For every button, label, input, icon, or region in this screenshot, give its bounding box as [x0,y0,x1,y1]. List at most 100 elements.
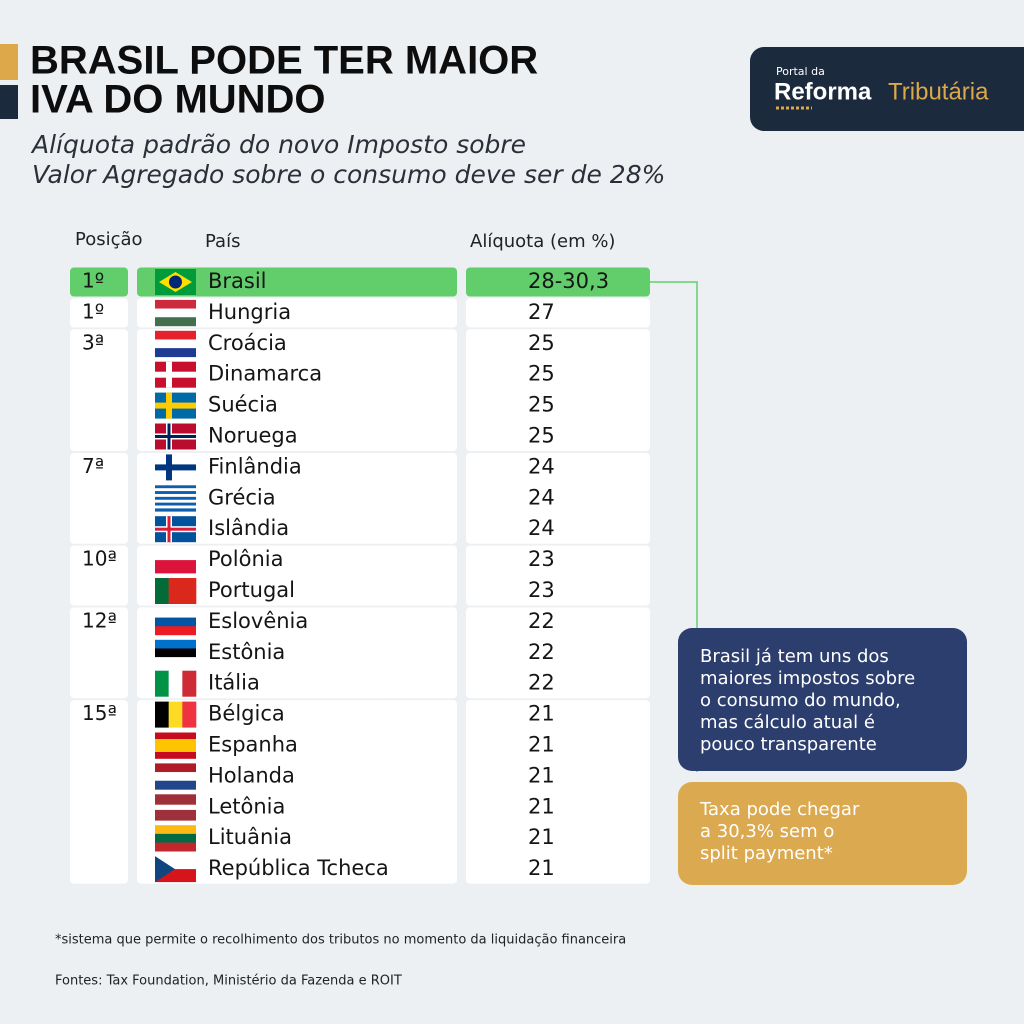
flag-circle [169,275,182,289]
country-cell [137,267,457,297]
flag-stripe [155,317,196,327]
flag-stripe [155,745,196,753]
position-cell [70,700,128,884]
rate: 22 [528,640,555,664]
flag-stripe [155,739,196,746]
accent-gold [0,44,18,80]
rate: 22 [528,671,555,695]
country-cell [137,329,457,451]
position-cell [70,452,128,544]
country: Islândia [208,516,289,540]
rate: 21 [528,794,555,818]
flag [155,269,196,295]
position: 7ª [82,454,104,478]
subtitle-line: Alíquota padrão do novo Imposto sobre [30,130,526,159]
flag [155,361,196,388]
flag [155,454,196,481]
country: Bélgica [208,702,285,726]
country: Suécia [208,393,278,417]
country-cell [137,700,457,884]
flag [155,763,196,790]
flag [155,608,196,636]
country: Estônia [208,640,285,664]
position-cell [70,298,128,328]
flag-stripe [182,578,197,604]
rate: 21 [528,763,555,787]
column-header: País [205,231,240,252]
flag-cross [155,402,196,409]
flag-stripe [155,825,196,835]
rate-cell [466,607,650,699]
flag [155,639,196,667]
rate: 22 [528,609,555,633]
country: Espanha [208,733,298,757]
logo-bold: Reforma [774,78,872,105]
country: República Tcheca [208,856,389,880]
flag [155,701,197,728]
rate: 24 [528,485,555,509]
flag-cross [155,435,196,438]
flag-stripe [155,608,196,618]
callout-text: Taxa pode chegar [699,799,860,820]
position-cell [70,545,128,606]
flag-stripe [182,670,197,697]
country: Grécia [208,485,276,509]
flag-stripe [155,488,196,492]
country: Noruega [208,424,298,448]
rate: 21 [528,856,555,880]
logo-small: Portal da [776,65,825,78]
position-cell [70,329,128,451]
country-cell [137,607,457,699]
callout-box [678,628,967,771]
country: Dinamarca [208,362,322,386]
rate-cell [466,545,650,606]
flag-stripe [155,299,196,309]
flag [155,547,196,574]
country: Lituânia [208,825,292,849]
flag [155,392,196,419]
rate: 23 [528,547,555,571]
position-cell [70,267,128,297]
logo-box [750,47,1024,131]
flag-stripe [155,833,196,843]
rate: 25 [528,362,555,386]
country: Letônia [208,794,285,818]
table: 1º Brasil 28-30,3 1º Hungria 27 3ª Croácia 25 Din… [70,267,650,884]
country: Polônia [208,547,283,571]
flag [155,299,196,327]
country: Finlândia [208,454,302,478]
callout-text: Brasil já tem uns dos [700,646,889,667]
rate: 28-30,3 [528,269,609,293]
callout-box [678,782,967,885]
connector [650,281,698,772]
rate: 23 [528,578,555,602]
flag-stripe [155,799,196,805]
rate-cell [466,298,650,328]
flag [155,670,197,697]
rate-cell [466,267,650,297]
position: 3ª [82,330,104,354]
rate-cell [466,700,650,884]
rate: 21 [528,825,555,849]
flag-stripe [155,626,196,636]
flag-stripe [155,780,196,790]
rate-cell [466,329,650,451]
flag-stripe [168,701,183,728]
flag-stripe [155,752,196,759]
flag-stripe [155,763,196,773]
country-cell [137,545,457,606]
flag-stripe [155,794,196,800]
column-header: Posição [75,229,143,250]
rate: 27 [528,300,555,324]
flag [155,825,196,852]
title-line: IVA DO MUNDO [30,78,326,122]
flag-triangle [155,856,175,883]
flag-stripe [155,639,196,649]
flag-stripe [155,648,196,658]
country-cell [137,452,457,544]
country: Eslovênia [208,609,308,633]
flag-stripe [155,617,196,627]
flag [155,856,196,883]
